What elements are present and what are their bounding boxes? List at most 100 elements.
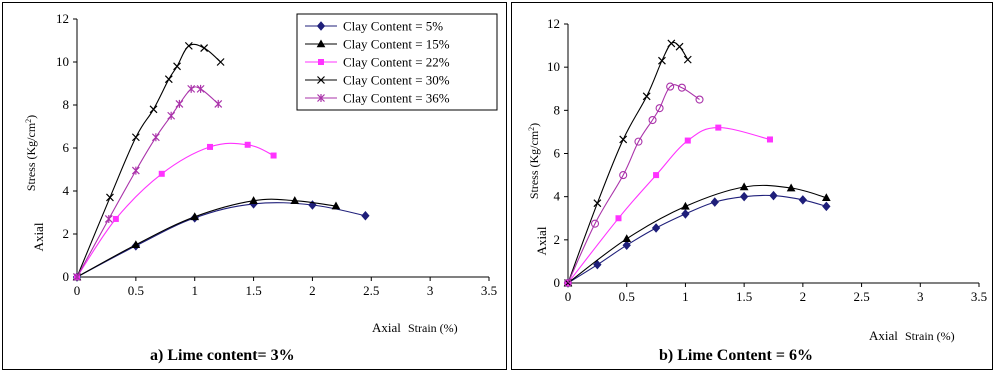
y-tick-label: 0 <box>554 275 561 290</box>
data-point <box>207 143 214 150</box>
x-tick-label: 3.5 <box>481 283 497 298</box>
legend-marker <box>317 76 325 84</box>
series-line <box>567 184 827 284</box>
x-tick-label: 1.5 <box>736 289 752 304</box>
y-tick-label: 10 <box>547 59 560 74</box>
data-point <box>158 170 165 177</box>
y-tick-label: 4 <box>554 189 561 204</box>
x-tick-label: 0 <box>74 283 81 298</box>
data-point <box>167 111 176 120</box>
data-point <box>214 99 223 108</box>
data-point <box>164 75 173 84</box>
x-axis-label-overlap: Axial <box>869 328 898 343</box>
legend-entry: Clay Content = 15% <box>343 37 450 52</box>
x-tick-label: 1 <box>191 283 198 298</box>
x-tick-label: 0.5 <box>128 283 144 298</box>
data-point <box>655 104 664 113</box>
data-point <box>196 84 205 93</box>
y-axis-label: Stress (Kg/cm2) <box>527 123 542 199</box>
legend-marker <box>316 39 326 48</box>
x-tick-label: 2.5 <box>853 289 869 304</box>
x-tick-label: 2 <box>800 289 807 304</box>
data-point <box>739 182 749 191</box>
data-point <box>619 171 628 180</box>
data-point <box>710 197 719 207</box>
y-axis-label-overlap: Axial <box>31 222 46 251</box>
data-point <box>112 215 119 222</box>
y-tick-label: 8 <box>554 102 561 117</box>
x-tick-label: 3 <box>917 289 924 304</box>
legend: Clay Content = 5% Clay Content = 15% Clay … <box>296 13 498 111</box>
data-point <box>290 196 300 204</box>
data-point <box>149 105 158 114</box>
data-point <box>622 234 632 243</box>
data-point <box>187 84 196 93</box>
y-axis-label: Stress (Kg/cm2) <box>24 115 39 191</box>
chart-a-caption: a) Lime content= 3% <box>150 347 295 364</box>
data-point <box>769 190 778 201</box>
data-point <box>590 219 600 228</box>
x-tick-label: 0.5 <box>619 289 635 304</box>
y-tick-label: 4 <box>63 183 70 198</box>
data-point <box>715 124 722 131</box>
data-point <box>131 240 141 249</box>
x-tick-label: 3.5 <box>971 289 987 304</box>
x-axis-label-overlap: Axial <box>372 320 401 335</box>
legend-marker <box>317 94 325 102</box>
series-4 <box>73 41 225 281</box>
data-point <box>131 166 140 175</box>
data-point <box>666 82 675 91</box>
data-point <box>249 196 258 204</box>
data-point <box>683 55 692 64</box>
data-point <box>244 141 251 148</box>
data-point <box>786 183 796 192</box>
y-tick-label: 12 <box>547 16 560 31</box>
series-2 <box>563 182 831 287</box>
data-point <box>563 278 573 288</box>
data-point <box>73 273 81 281</box>
data-point <box>331 201 341 210</box>
chart-panel-a: 0 2 4 6 8 10 12 0 0.5 1 1.5 2 2.5 3 3.5 Stress (Kg/cm2)… <box>2 2 507 370</box>
legend-marker <box>316 21 326 31</box>
series-1 <box>72 199 370 282</box>
data-point <box>651 223 661 233</box>
chart-b-svg: 0 2 4 6 8 10 12 0 0.5 1 1.5 2 2.5 3 3.5 Stress (Kg/cm2)… <box>527 16 988 343</box>
data-point <box>216 58 225 66</box>
data-point <box>615 215 622 222</box>
legend-entry: Clay Content = 22% <box>343 55 450 70</box>
y-tick-label: 6 <box>63 140 70 155</box>
y-tick-label: 2 <box>63 226 70 241</box>
x-axis-label: Strain (%) <box>905 329 955 343</box>
data-point <box>684 137 691 144</box>
data-point <box>622 240 631 250</box>
y-tick-label: 8 <box>63 97 70 112</box>
legend-entry: Clay Content = 36% <box>343 91 450 106</box>
data-point <box>739 191 749 202</box>
data-point <box>677 83 686 92</box>
data-point <box>106 193 114 202</box>
y-tick-label: 12 <box>56 11 69 26</box>
x-tick-label: 1 <box>682 289 689 304</box>
data-point <box>681 209 690 219</box>
data-point <box>173 62 181 71</box>
y-tick-label: 6 <box>554 146 561 161</box>
series-5 <box>73 84 223 281</box>
data-point <box>131 133 140 142</box>
x-tick-label: 0 <box>565 289 572 304</box>
data-point <box>681 201 690 210</box>
data-point <box>184 41 193 50</box>
chart-a-svg: 0 2 4 6 8 10 12 0 0.5 1 1.5 2 2.5 3 3.5 Stress (Kg/cm2)… <box>24 11 498 335</box>
data-point <box>593 259 602 270</box>
series-line <box>76 86 219 278</box>
y-axis-label-overlap: Axial <box>534 226 549 255</box>
x-tick-label: 1.5 <box>245 283 261 298</box>
data-point <box>151 133 160 142</box>
data-point <box>619 135 628 144</box>
data-point <box>642 92 651 101</box>
chart-panel-b: 0 2 4 6 8 10 12 0 0.5 1 1.5 2 2.5 3 3.5 Stress (Kg/cm2)… <box>511 2 993 370</box>
data-point <box>104 214 113 223</box>
y-tick-label: 2 <box>554 232 561 247</box>
legend-entry: Clay Content = 30% <box>343 73 450 88</box>
series-line <box>567 194 827 284</box>
data-point <box>190 212 200 221</box>
